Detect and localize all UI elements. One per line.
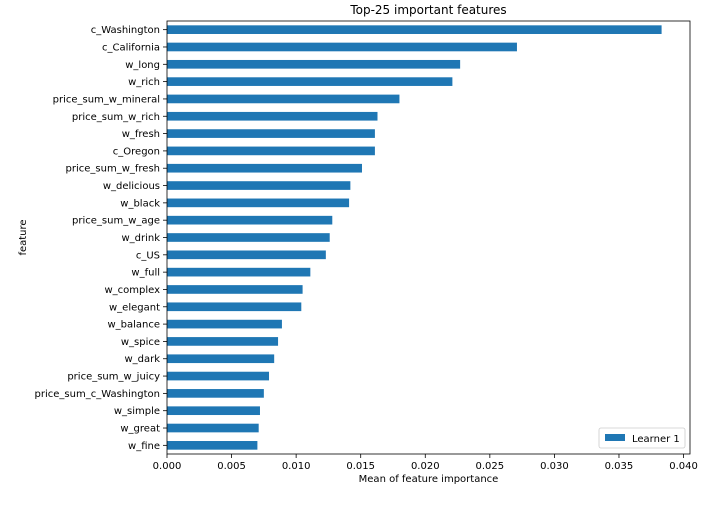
- y-tick-labels: c_Washington c_California w_long w_richpric…: [35, 25, 167, 452]
- bar-c_Oregon: [167, 146, 375, 156]
- y-tick-label: w_balance: [107, 320, 160, 331]
- y-tick-label: price_sum_w_age: [72, 216, 160, 227]
- bar-price_sum_w_rich: [167, 111, 378, 121]
- bar-w_fine: [167, 441, 258, 450]
- y-tick-label: w_delicious: [103, 181, 160, 192]
- y-tick-label: w_elegant: [109, 302, 160, 313]
- bar-w_complex: [167, 285, 303, 294]
- bar-c_Washington: [167, 25, 662, 34]
- bar-w_black: [167, 198, 350, 208]
- y-tick-label: price_sum_w_juicy: [67, 372, 160, 383]
- x-tick-labels: 0.000 0.005 0.010 0.015 0.020 0.025 0.030 0.035…: [153, 454, 698, 472]
- bar-w_drink: [167, 233, 330, 242]
- x-tick-label: 0.005: [217, 461, 246, 472]
- x-tick-label: 0.010: [282, 461, 311, 472]
- bar-c_US: [167, 250, 326, 260]
- bar-w_rich: [167, 77, 453, 86]
- y-tick-label: price_sum_w_fresh: [66, 164, 160, 175]
- bar-price_sum_c_Washington: [167, 389, 264, 398]
- x-axis-label: Mean of feature importance: [359, 474, 499, 485]
- bar-w_simple: [167, 406, 260, 416]
- legend-label: Learner 1: [632, 434, 680, 445]
- y-tick-label: w_simple: [114, 406, 160, 417]
- legend-swatch: [605, 434, 625, 441]
- x-tick-label: 0.000: [153, 461, 182, 472]
- bar-price_sum_w_mineral: [167, 94, 400, 104]
- y-tick-label: w_black: [120, 198, 160, 209]
- y-tick-label: c_Oregon: [113, 146, 160, 157]
- y-tick-label: price_sum_w_rich: [72, 112, 160, 123]
- bar-price_sum_w_age: [167, 215, 333, 225]
- x-tick-label: 0.040: [669, 461, 698, 472]
- chart-title: Top-25 important features: [349, 3, 506, 17]
- y-tick-label: w_fresh: [122, 129, 160, 140]
- bar-w_long: [167, 59, 461, 69]
- x-tick-label: 0.025: [476, 461, 505, 472]
- bar-w_delicious: [167, 181, 351, 190]
- y-tick-label: w_dark: [124, 354, 160, 365]
- bar-w_spice: [167, 337, 279, 346]
- y-tick-label: c_Washington: [91, 25, 160, 36]
- x-tick-label: 0.020: [411, 461, 440, 472]
- bar-w_full: [167, 267, 311, 277]
- legend-box: [598, 427, 686, 449]
- bar-c_California: [167, 42, 517, 52]
- y-tick-label: w_drink: [121, 233, 160, 244]
- y-tick-label: w_great: [120, 424, 160, 435]
- bar-price_sum_w_fresh: [167, 163, 362, 173]
- bar-w_fresh: [167, 129, 375, 138]
- y-tick-label: w_rich: [128, 77, 160, 88]
- y-tick-label: w_spice: [121, 337, 160, 348]
- y-tick-label: c_California: [102, 42, 160, 53]
- y-tick-label: price_sum_c_Washington: [35, 389, 160, 400]
- axes-frame: [166, 20, 691, 455]
- y-tick-label: w_long: [125, 60, 160, 71]
- y-tick-label: w_full: [131, 268, 160, 279]
- legend: Learner 1: [598, 427, 686, 449]
- y-tick-label: w_fine: [128, 441, 160, 452]
- bar-price_sum_w_juicy: [167, 371, 270, 381]
- x-tick-label: 0.035: [605, 461, 634, 472]
- y-tick-label: c_US: [136, 250, 160, 261]
- y-axis-label-group: feature: [18, 219, 29, 255]
- bar-w_elegant: [167, 302, 302, 312]
- bars-group: [167, 25, 662, 450]
- y-axis-label: feature: [18, 219, 29, 255]
- bar-w_balance: [167, 319, 282, 329]
- x-tick-label: 0.030: [540, 461, 569, 472]
- bar-w_great: [167, 423, 259, 433]
- bar-w_dark: [167, 354, 275, 364]
- x-tick-label: 0.015: [346, 461, 375, 472]
- y-tick-label: price_sum_w_mineral: [53, 94, 160, 105]
- y-tick-label: w_complex: [104, 285, 160, 296]
